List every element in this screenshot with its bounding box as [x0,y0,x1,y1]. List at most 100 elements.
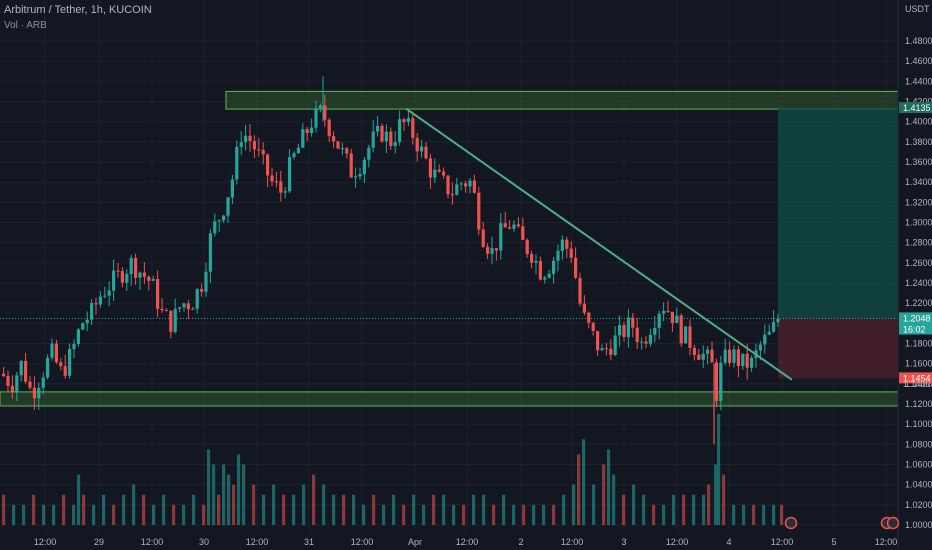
candle-body [604,348,608,350]
candle-body [538,260,542,280]
candle-body [134,257,138,278]
candle-body [710,349,714,363]
volume-bar [392,494,396,525]
volume-bar [92,504,96,525]
x-tick-label: 12:00 [141,537,164,547]
volume-bar [232,484,236,525]
long-position-tool[interactable] [0,108,898,379]
candle-body [776,318,780,322]
price-axis[interactable]: 1.4800 1.4600 1.4400 1.4200 1.4000 1.3800 1.36… [897,0,932,550]
candle-body [107,290,111,296]
candle-body [578,277,582,304]
y-tick-label: 1.4800 [905,36,932,46]
volume-bar [362,504,366,525]
volume-bar [312,474,316,525]
candle-body [191,308,195,310]
candle-body [600,348,604,351]
candle-body [156,279,160,309]
volume-bar [532,504,536,525]
chart-grid [0,0,898,532]
x-tick-label: 12:00 [34,537,57,547]
candle-body [160,308,164,311]
symbol-title[interactable]: Arbitrum / Tether, 1h, KUCOIN [4,4,152,16]
candle-body [772,321,776,332]
candle-body [230,179,234,198]
candle-body [666,310,670,312]
y-tick-label: 1.0000 [905,520,932,530]
candle-body [442,171,446,176]
volume-bar [72,504,76,525]
candle-body [173,308,177,332]
candle-body [389,131,393,146]
candle-body [648,334,652,344]
candle-body [503,223,507,228]
candle-body [380,125,384,142]
time-axis[interactable]: 12:00 29 12:00 30 12:00 31 12:00 Apr 12:00 2 12:00… [34,537,898,547]
candle-body [530,253,534,263]
candle-body [68,349,72,376]
candle-body [516,224,520,227]
candle-body [376,125,380,132]
volume-bar [702,494,706,525]
candle-body [732,349,736,363]
candle-body [318,105,322,109]
candle-body [28,381,32,388]
x-tick-label: 12:00 [561,537,584,547]
candle-body [116,270,120,272]
candle-body [50,343,54,358]
candle-body [723,349,727,363]
candle-body [653,327,657,335]
candle-body [763,334,767,345]
candle-body [758,344,762,351]
candle-body [626,317,630,338]
volume-bar [2,494,6,525]
candle-body [613,335,617,356]
candle-body [6,375,10,386]
price-zones[interactable] [0,90,899,407]
volume-bar [482,494,486,525]
candle-body [248,135,252,142]
candle-body [622,325,626,338]
volume-bar [707,484,711,525]
volume-bar [162,494,166,525]
low-mark-label: 1.1400 [903,379,931,389]
candle-body [103,295,107,297]
candle-body [292,153,296,158]
candle-body [213,221,217,234]
candle-body [662,310,666,314]
candle-body [208,233,212,272]
y-tick-label: 1.1800 [905,339,932,349]
volume-bar [102,494,106,525]
volume-bar [192,494,196,525]
candle-body [684,326,688,344]
volume-bar [577,454,581,525]
candle-body [120,271,124,283]
y-tick-label: 1.2800 [905,238,932,248]
y-tick-label: 1.0800 [905,439,932,449]
currency-label: USDT [905,4,930,14]
candle-body [63,366,67,376]
candle-body [204,271,208,292]
current-price-label: 1.2048 [903,313,931,323]
trendline-layer[interactable] [405,107,793,381]
candle-body [574,257,578,278]
candle-body [138,272,142,278]
volume-bar [342,494,346,525]
candle-body [565,239,569,249]
volume-bar [352,494,356,525]
volume-bar [77,474,81,525]
candle-body [222,215,226,221]
volume-bar [742,504,746,525]
volume-bar [172,504,176,525]
candle-body [129,257,133,274]
candle-body [270,175,274,182]
y-tick-label: 1.2600 [905,258,932,268]
volume-bar [282,494,286,525]
candle-body [37,387,41,399]
volume-bar [237,454,241,525]
support-zone [0,391,899,407]
candle-body [543,277,547,280]
candle-body [261,149,265,155]
volume-bar [607,449,611,525]
